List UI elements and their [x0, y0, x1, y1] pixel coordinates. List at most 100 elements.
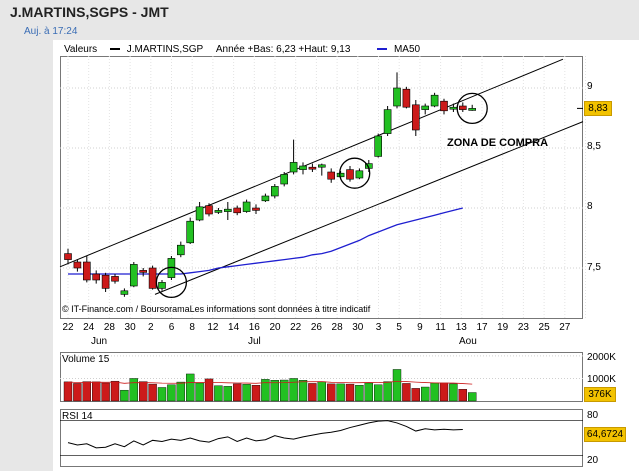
candle-down: [64, 253, 72, 260]
volume-bar-up: [383, 381, 392, 402]
x-tick-label: 20: [269, 322, 281, 333]
volume-bar-up: [421, 386, 430, 402]
candle-up: [120, 290, 129, 295]
candle-up: [186, 220, 194, 244]
volume-bar-up: [195, 382, 204, 402]
x-tick-label: 13: [455, 322, 467, 333]
candle-up: [430, 94, 439, 107]
copyright-note: © IT-Finance.com / BoursoramaLes informa…: [62, 304, 371, 314]
x-tick-label: 28: [103, 322, 115, 333]
x-tick-label: 17: [476, 322, 488, 333]
volume-bar-down: [327, 383, 336, 402]
candle-up: [214, 210, 223, 213]
x-tick-label: 22: [290, 322, 302, 333]
candle-down: [73, 261, 82, 269]
month-label: Jul: [248, 336, 261, 347]
channel-upper-line: [59, 58, 564, 268]
x-tick-label: 28: [331, 322, 343, 333]
candle-down: [205, 205, 213, 215]
x-tick-label: 19: [497, 322, 509, 333]
candle-down: [139, 270, 147, 273]
candle-up: [130, 264, 138, 287]
volume-bar-up: [430, 382, 439, 402]
volume-bar-up: [364, 382, 373, 402]
x-tick-label: 3: [375, 322, 382, 333]
legend-values-label: Valeurs: [64, 44, 98, 55]
volume-bar-up: [261, 379, 270, 402]
candle-up: [224, 208, 232, 212]
volume-bar-down: [402, 383, 411, 402]
x-tick-label: 9: [417, 322, 423, 333]
volume-bar-down: [73, 383, 82, 402]
rsi-y-label: 20: [587, 455, 599, 466]
x-tick-label: 14: [228, 322, 240, 333]
candle-up: [242, 201, 251, 212]
x-tick-label: 8: [189, 322, 195, 333]
candle-down: [111, 276, 119, 282]
x-tick-label: 30: [124, 322, 136, 333]
volume-bar-up: [176, 381, 186, 402]
x-tick-label: 5: [396, 322, 402, 333]
candle-down: [92, 273, 100, 281]
candle-down: [233, 207, 241, 214]
candle-up: [158, 282, 166, 289]
x-tick-label: 11: [435, 322, 446, 333]
volume-bar-up: [298, 380, 308, 402]
ma50-line: [68, 207, 463, 275]
volume-bar-up: [468, 392, 477, 402]
volume-bar-up: [374, 384, 383, 402]
candle-down: [458, 105, 467, 110]
buy-point-circle: [339, 157, 371, 189]
volume-bar-down: [345, 383, 355, 402]
rsi-y-label: 80: [587, 410, 599, 421]
volume-bar-up: [167, 384, 176, 402]
candle-up: [289, 162, 298, 173]
candle-down: [327, 171, 336, 180]
legend-price-swatch: [109, 48, 120, 51]
candle-down: [308, 166, 317, 170]
volume-bar-down: [82, 381, 92, 402]
buy-point-circle: [456, 92, 488, 125]
candle-up: [270, 186, 279, 197]
volume-bar-up: [336, 383, 345, 402]
candle-up: [280, 174, 289, 185]
volume-bar-up: [317, 381, 326, 402]
rsi-pane: [60, 409, 583, 467]
candle-up: [449, 106, 458, 110]
candle-up: [355, 170, 364, 179]
volume-bar-down: [411, 388, 420, 402]
x-tick-label: 23: [517, 322, 529, 333]
legend-ma-swatch: [377, 48, 388, 51]
x-tick-label: 6: [168, 322, 175, 333]
volume-bar-up: [157, 387, 167, 402]
volume-y-label: 2000K: [587, 352, 616, 363]
price-pane: [60, 56, 583, 319]
buy-zone-annotation: ZONA DE COMPRA: [447, 137, 549, 149]
last-rsi-tag: 64,6724: [584, 427, 626, 442]
x-tick-label: 22: [62, 322, 74, 333]
candle-up: [299, 165, 307, 170]
buy-point-circle: [155, 266, 188, 299]
volume-bar-up: [449, 383, 458, 402]
last-price-tag: 8,83: [584, 101, 612, 116]
page-title: J.MARTINS,SGPS - JMT: [10, 4, 169, 20]
volume-bar-down: [458, 389, 467, 402]
x-tick-label: 16: [248, 322, 260, 333]
rsi-line: [67, 420, 463, 449]
update-time: Auj. à 17:24: [24, 26, 78, 37]
volume-bar-up: [214, 385, 223, 402]
candle-up: [393, 87, 401, 107]
price-y-label: 7,5: [587, 262, 601, 273]
candle-down: [83, 261, 91, 281]
volume-bar-down: [148, 383, 157, 402]
rsi-title: RSI 14: [62, 411, 93, 422]
volume-bar-up: [223, 386, 233, 402]
volume-bar-down: [91, 381, 101, 402]
candle-up: [374, 135, 383, 157]
volume-bar-up: [242, 384, 251, 402]
price-y-label: 8,5: [587, 141, 601, 152]
candle-up: [195, 206, 204, 221]
candle-up: [261, 195, 270, 202]
candle-down: [411, 104, 420, 131]
volume-bar-up: [289, 378, 298, 402]
